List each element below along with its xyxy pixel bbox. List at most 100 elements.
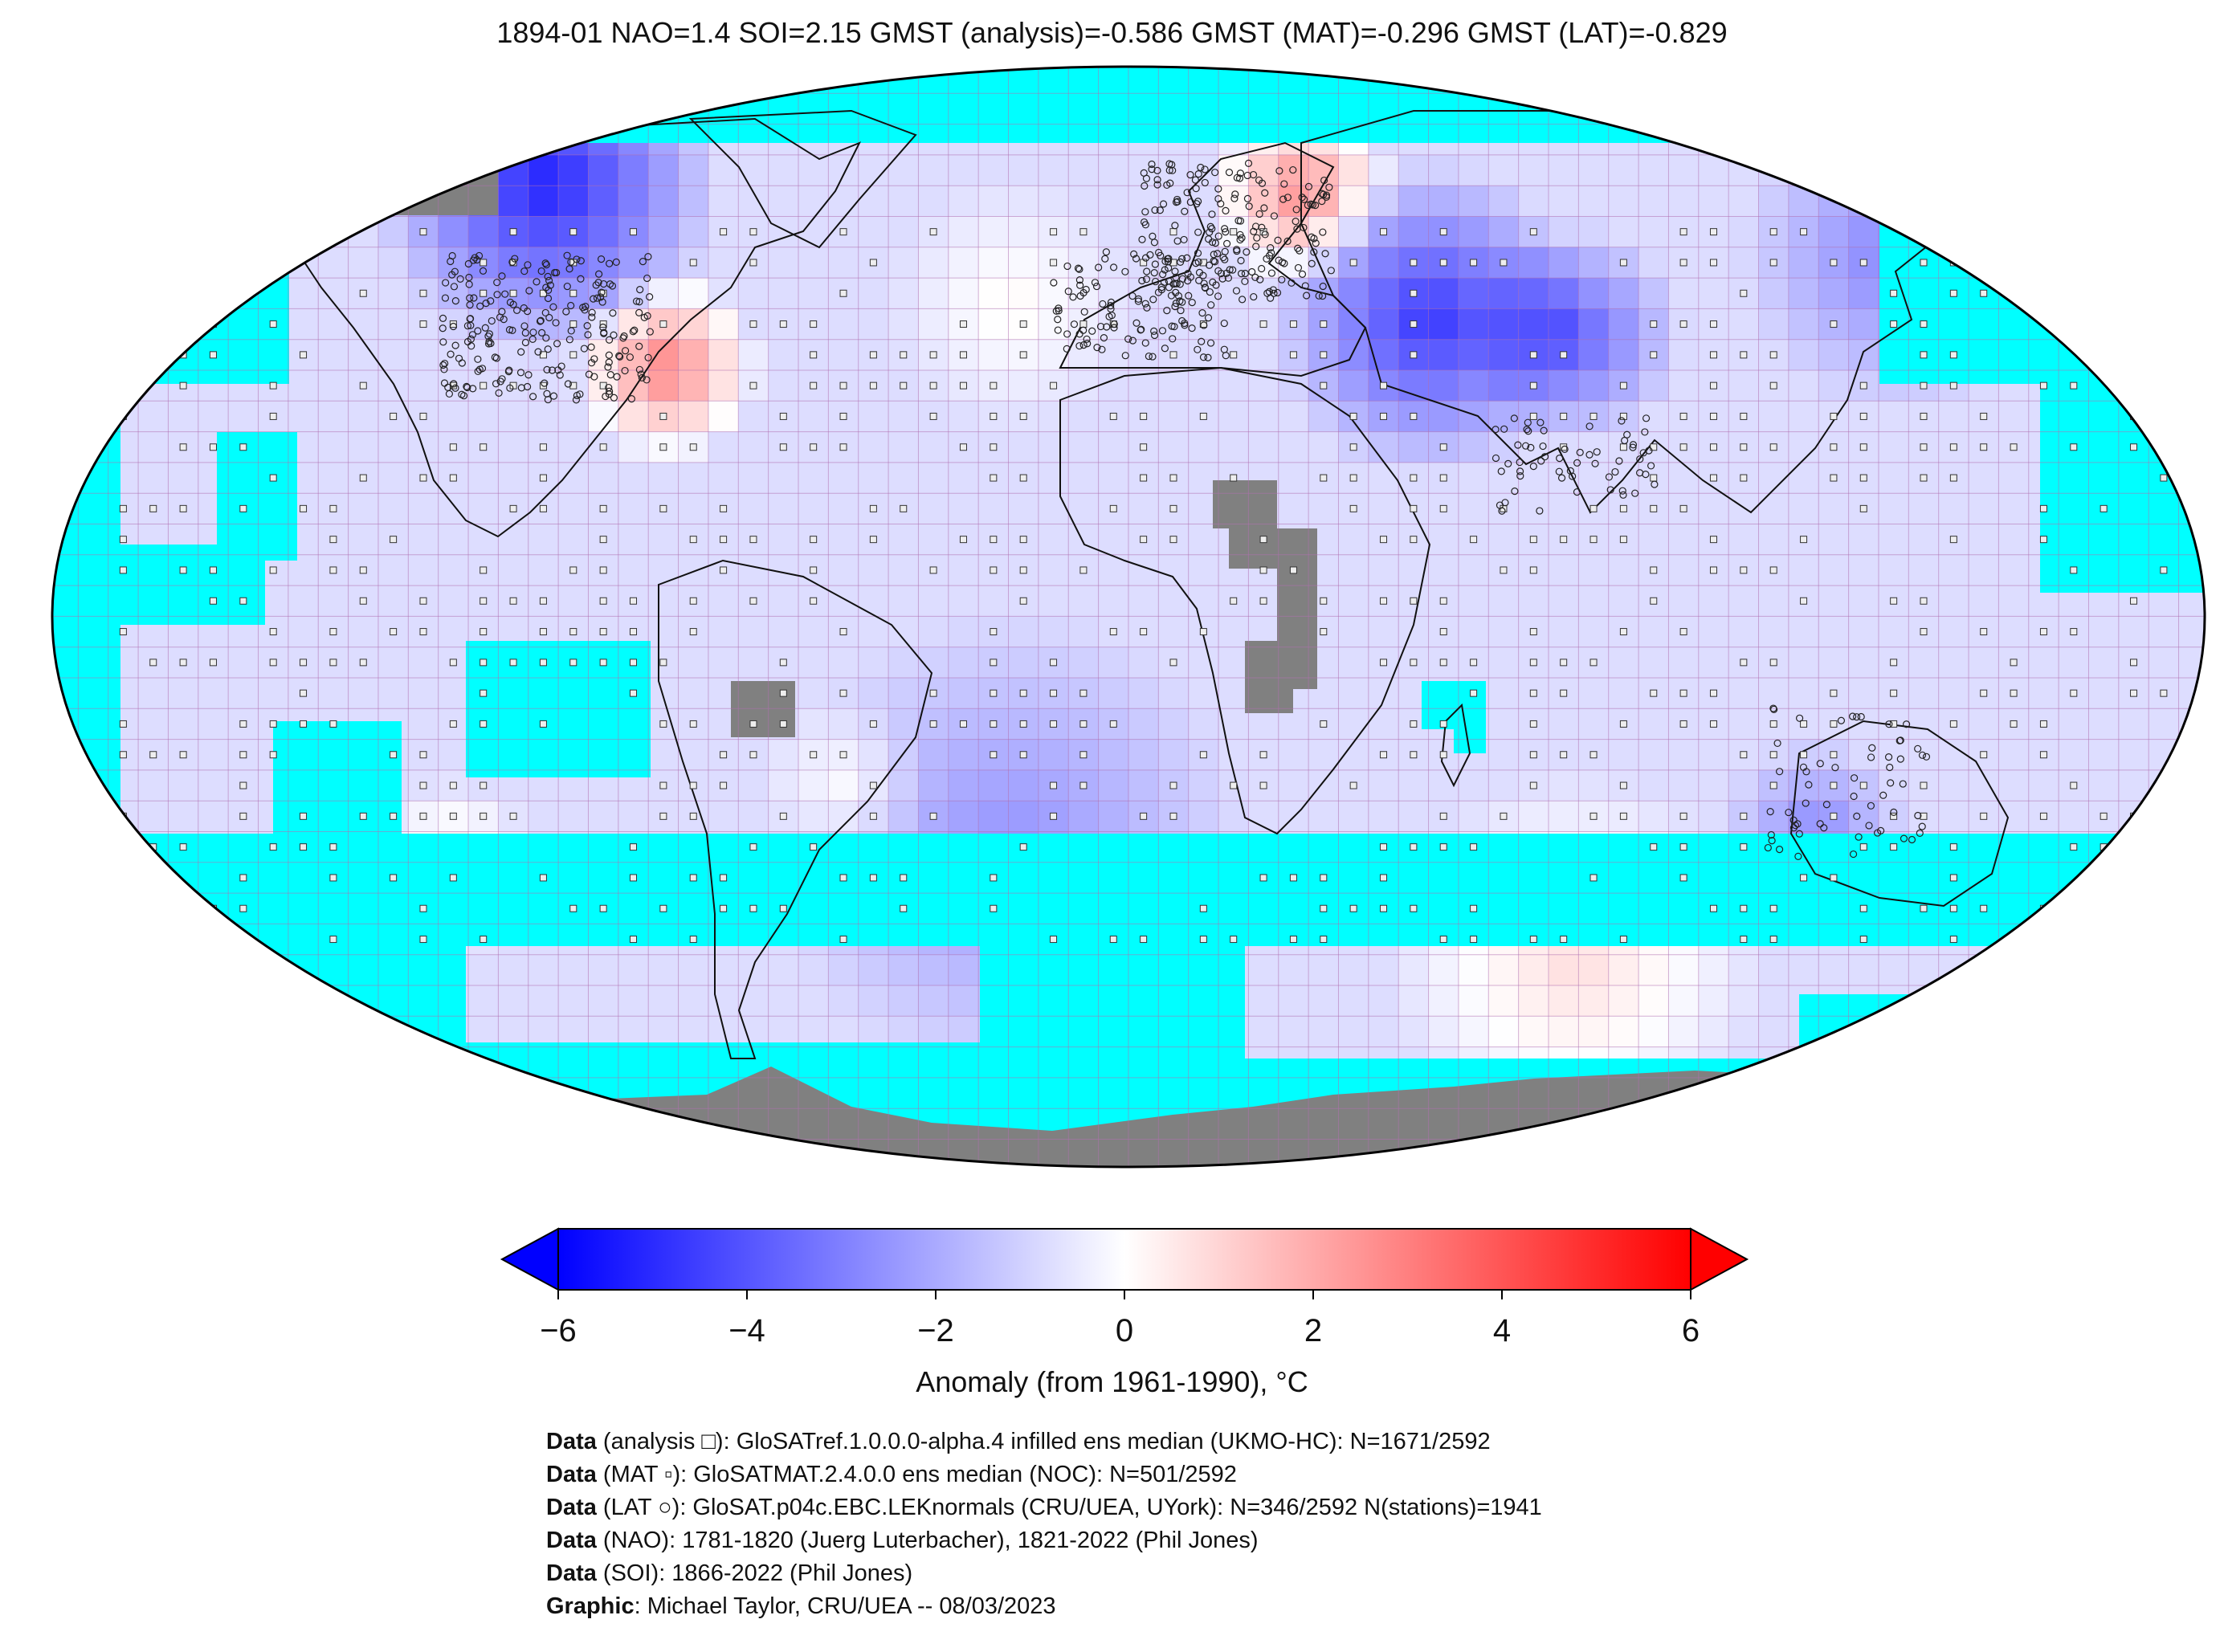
anomaly-cell	[1758, 493, 1789, 524]
anomaly-cell	[2118, 186, 2149, 217]
mat-marker	[839, 228, 847, 236]
anomaly-cell	[888, 154, 919, 186]
anomaly-cell	[108, 1170, 139, 1171]
mat-marker	[2039, 751, 2047, 759]
anomaly-cell	[168, 1077, 199, 1109]
mat-marker	[1769, 351, 1777, 359]
mat-marker	[209, 443, 217, 451]
anomaly-cell	[978, 1170, 1009, 1171]
anomaly-cell	[588, 1108, 619, 1140]
mat-marker	[1589, 504, 1598, 512]
anomaly-cell	[1549, 554, 1579, 586]
mat-marker	[1980, 689, 1988, 697]
anomaly-cell	[828, 801, 859, 832]
mat-marker	[659, 504, 667, 512]
anomaly-cell	[978, 186, 1010, 217]
mat-marker	[1380, 751, 1388, 759]
anomaly-cell	[1038, 585, 1069, 617]
anomaly-cell	[1698, 67, 1729, 94]
anomaly-cell	[52, 339, 79, 371]
anomaly-cell	[138, 216, 169, 248]
anomaly-cell	[1458, 585, 1489, 617]
anomaly-cell	[918, 585, 949, 617]
anomaly-cell	[288, 370, 319, 402]
anomaly-cell	[558, 186, 589, 217]
anomaly-cell	[1609, 1170, 1639, 1171]
anomaly-cell	[498, 954, 529, 986]
mat-marker	[1529, 381, 1537, 390]
anomaly-cell	[2178, 769, 2205, 802]
mat-marker	[900, 904, 908, 912]
mat-marker	[2010, 659, 2018, 667]
mat-marker	[659, 659, 667, 667]
anomaly-cell	[228, 1139, 259, 1167]
mat-marker	[869, 874, 877, 882]
mat-marker	[239, 874, 247, 882]
anomaly-cell	[498, 186, 529, 217]
anomaly-cell	[258, 1108, 289, 1140]
mat-marker	[1199, 936, 1207, 944]
mat-marker	[1289, 936, 1297, 944]
anomaly-cell	[52, 186, 79, 217]
mat-marker	[1740, 659, 1748, 667]
colorbar-tick-label: 0	[1115, 1313, 1134, 1348]
anomaly-cell	[1518, 585, 1549, 617]
mat-marker	[929, 228, 937, 236]
anomaly-cell	[1368, 308, 1399, 341]
anomaly-cell	[377, 678, 409, 709]
anomaly-cell	[1938, 1077, 1969, 1109]
mat-marker	[2130, 904, 2138, 912]
anomaly-cell	[1578, 585, 1610, 617]
mat-marker	[1650, 843, 1658, 851]
anomaly-cell	[468, 462, 499, 494]
anomaly-cell	[1338, 339, 1369, 371]
credits-block: Data (analysis □): GloSATref.1.0.0.0-alp…	[546, 1426, 1542, 1623]
anomaly-cell	[1878, 493, 1909, 524]
colorbar-gradient	[557, 1228, 1691, 1291]
mat-marker	[1769, 566, 1777, 574]
mat-marker	[1410, 289, 1418, 297]
anomaly-cell	[108, 154, 139, 186]
anomaly-cell	[138, 462, 169, 494]
anomaly-cell	[377, 93, 409, 125]
mat-marker	[1289, 351, 1297, 359]
anomaly-cell	[1398, 954, 1430, 986]
mat-marker	[749, 320, 757, 328]
mat-marker	[1949, 289, 1957, 297]
mat-marker	[990, 381, 998, 390]
anomaly-cell	[198, 1046, 229, 1079]
anomaly-cell	[1428, 370, 1459, 402]
mat-marker	[1589, 536, 1598, 544]
anomaly-cell	[228, 1016, 259, 1048]
anomaly-cell	[528, 1139, 559, 1167]
anomaly-cell	[1458, 308, 1489, 341]
anomaly-cell	[1578, 678, 1610, 709]
anomaly-cell	[52, 431, 79, 463]
mat-marker	[1800, 597, 1808, 605]
anomaly-cell	[1878, 1046, 1909, 1079]
anomaly-cell	[708, 647, 739, 679]
anomaly-cell	[1549, 1139, 1579, 1167]
anomaly-cell	[1788, 124, 1819, 156]
anomaly-cell	[828, 954, 859, 986]
anomaly-cell	[1398, 370, 1430, 402]
anomaly-cell	[798, 954, 829, 986]
anomaly-cell	[1338, 308, 1369, 341]
anomaly-cell	[768, 339, 799, 371]
anomaly-cell	[618, 1139, 649, 1167]
anomaly-cell	[1878, 124, 1909, 156]
mat-marker	[1529, 228, 1537, 236]
anomaly-cell	[1998, 616, 2030, 648]
anomaly-cell	[1638, 216, 1669, 248]
mat-marker	[1830, 443, 1838, 451]
anomaly-cell	[377, 554, 409, 586]
anomaly-cell	[1578, 954, 1610, 986]
anomaly-cell	[1728, 708, 1760, 740]
mat-marker	[1679, 720, 1687, 728]
anomaly-cell	[1368, 985, 1399, 1017]
anomaly-cell	[618, 985, 649, 1017]
mat-marker	[1980, 751, 1988, 759]
anomaly-cell	[348, 678, 379, 709]
mat-marker	[1259, 536, 1267, 544]
anomaly-cell	[678, 462, 709, 494]
